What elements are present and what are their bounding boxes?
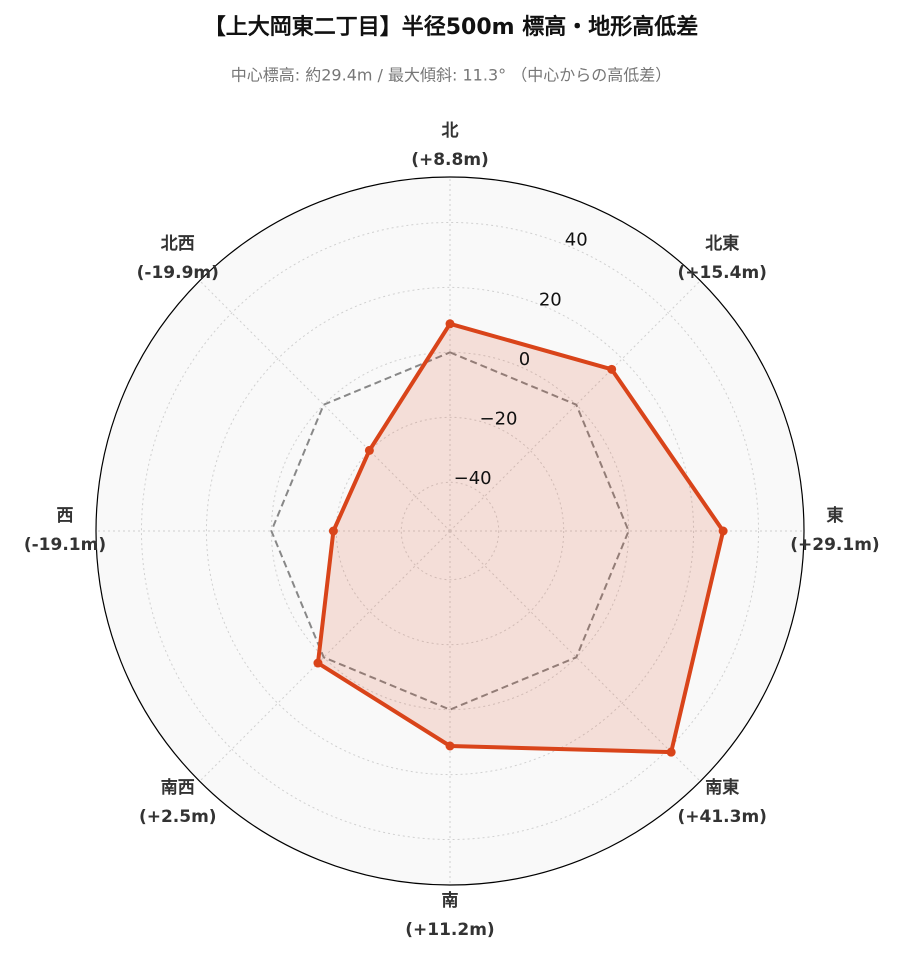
value-label: (-19.1m) — [24, 535, 106, 555]
value-label: (+8.8m) — [411, 150, 489, 170]
category-label: 南 — [442, 890, 459, 911]
data-point — [364, 445, 374, 455]
chart-subtitle: 中心標高: 約29.4m / 最大傾斜: 11.3° （中心からの高低差） — [231, 66, 671, 85]
value-label: (+11.2m) — [405, 920, 494, 940]
data-point — [718, 526, 728, 536]
category-label: 北 — [442, 121, 459, 141]
data-point — [607, 364, 617, 374]
grid-circle — [400, 481, 500, 581]
plot-border — [95, 176, 805, 886]
angular-grid-line — [449, 530, 701, 782]
radial-tick-label: 20 — [539, 289, 562, 310]
data-point — [666, 747, 676, 757]
category-label: 南東 — [705, 777, 739, 798]
value-label: (-19.9m) — [137, 263, 219, 283]
radial-tick-label: −40 — [454, 468, 492, 489]
value-label: (+29.1m) — [790, 535, 879, 555]
data-point — [445, 319, 455, 329]
baseline-line — [270, 351, 630, 711]
grid-circle — [140, 221, 760, 841]
angular-grid-line — [199, 530, 451, 782]
category-label: 東 — [827, 505, 844, 526]
category-label: 西 — [57, 506, 74, 526]
data-point — [313, 658, 323, 668]
category-label: 北西 — [161, 234, 195, 254]
data-point — [328, 526, 338, 536]
radial-tick-label: 40 — [565, 230, 588, 251]
chart-title: 【上大岡東二丁目】半径500m 標高・地形高低差 — [204, 14, 699, 40]
radial-tick-label: −20 — [480, 408, 518, 429]
value-label: (+41.3m) — [678, 807, 767, 827]
angular-grid-line — [449, 280, 701, 532]
value-label: (+15.4m) — [678, 263, 767, 283]
category-label: 北東 — [705, 233, 739, 254]
category-label: 南西 — [161, 777, 195, 798]
radial-tick-label: 0 — [519, 349, 530, 370]
value-label: (+2.5m) — [139, 807, 217, 827]
angular-grid-line — [199, 280, 451, 532]
grid-circle — [205, 286, 695, 776]
data-point — [445, 741, 455, 751]
